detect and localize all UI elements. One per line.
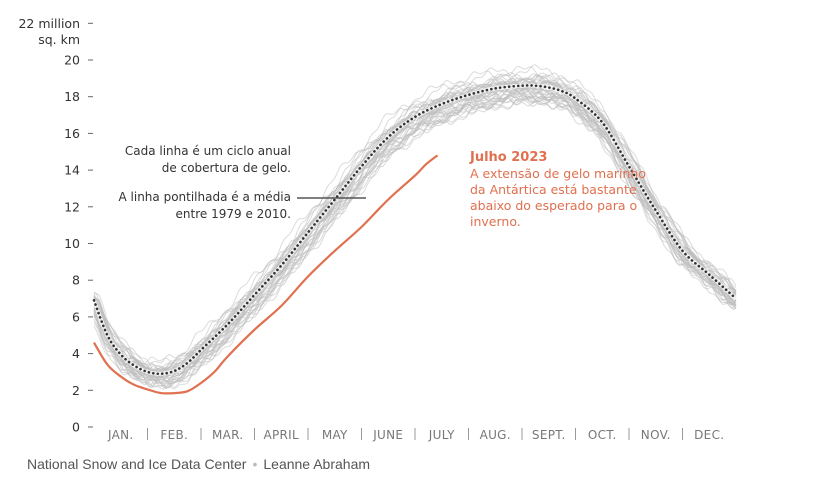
yearly-line (93, 77, 737, 375)
y-tick-label: 18 (64, 89, 80, 104)
annotation-yearly-line-2: de cobertura de gelo. (162, 161, 291, 175)
yearly-line (93, 82, 737, 381)
x-tick-label: JUNE (372, 428, 403, 442)
annotation-2023-line-2: da Antártica está bastante (470, 182, 637, 197)
yearly-line (93, 82, 737, 377)
y-tick-label: 10 (64, 236, 80, 251)
yearly-line (93, 82, 737, 380)
yearly-line (93, 77, 737, 377)
annotations-group: Cada linha é um ciclo anual de cobertura… (119, 144, 646, 229)
y-tick-label: 12 (64, 199, 80, 214)
yearly-line (93, 88, 737, 386)
yearly-line (93, 82, 737, 377)
y-unit-label: 22 million (18, 16, 80, 31)
annotation-mean-line-1: A linha pontilhada é a média (119, 190, 292, 204)
x-tick-label: SEPT. (532, 428, 566, 442)
mean-line-halo (92, 83, 738, 376)
y-tick-label: 4 (72, 346, 80, 361)
yearly-line (93, 81, 737, 379)
annotation-mean-line-2: entre 1979 e 2010. (176, 207, 291, 221)
y-tick-label: 2 (72, 383, 80, 398)
annotation-2023-line-1: A extensão de gelo marinho (470, 166, 646, 181)
yearly-line (93, 81, 737, 381)
annotation-2023-line-3: abaixo do esperado para o (470, 198, 637, 213)
annotation-2023-line-4: inverno. (470, 214, 521, 229)
y-tick-label: 20 (64, 53, 80, 68)
line-2023 (93, 154, 439, 395)
credits: National Snow and Ice Data Center • Leanne… (27, 456, 370, 472)
yearly-line (93, 77, 737, 377)
yearly-line (93, 81, 737, 379)
y-tick-label: 8 (72, 273, 80, 288)
y-tick-label: 0 (72, 420, 80, 435)
yearly-line (93, 89, 737, 385)
x-tick-label: AUG. (480, 428, 511, 442)
yearly-lines-group (93, 64, 737, 390)
x-tick-label: JULY (428, 428, 455, 442)
yearly-line (93, 94, 737, 389)
x-tick-label: APRIL (263, 428, 299, 442)
y-unit-label: sq. km (38, 32, 80, 47)
yearly-line (93, 95, 737, 388)
x-tick-label: JAN. (107, 428, 134, 442)
annotation-2023-title: Julho 2023 (469, 150, 547, 165)
y-tick-label: 6 (72, 309, 80, 324)
x-tick-label: NOV. (641, 428, 671, 442)
credits-separator: • (252, 456, 258, 472)
x-tick-label: OCT. (588, 428, 617, 442)
main-lines-group (92, 83, 738, 395)
yearly-line (93, 78, 737, 376)
annotation-yearly-line-1: Cada linha é um ciclo anual (125, 144, 291, 158)
x-tick-label: FEB. (160, 428, 188, 442)
y-tick-label: 16 (64, 126, 80, 141)
x-axis: JAN. FEB. MAR. APRIL MAY JUNE JULY AUG. SEPT. OCT… (107, 428, 724, 442)
credits-source: National Snow and Ice Data Center (27, 456, 247, 472)
credits-author: Leanne Abraham (263, 456, 371, 472)
y-tick-label: 14 (64, 163, 80, 178)
yearly-line (93, 80, 737, 380)
x-tick-label: MAR. (212, 428, 244, 442)
x-tick-label: DEC. (694, 428, 724, 442)
x-tick-label: MAY (322, 428, 348, 442)
